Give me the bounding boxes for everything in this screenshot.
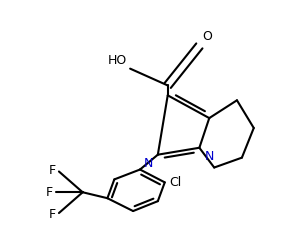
Text: F: F	[49, 164, 56, 177]
Text: F: F	[49, 207, 56, 220]
Text: HO: HO	[108, 54, 127, 67]
Text: Cl: Cl	[170, 176, 182, 189]
Text: F: F	[46, 186, 53, 199]
Text: N: N	[204, 150, 214, 163]
Text: O: O	[202, 30, 212, 43]
Text: N: N	[144, 157, 153, 170]
